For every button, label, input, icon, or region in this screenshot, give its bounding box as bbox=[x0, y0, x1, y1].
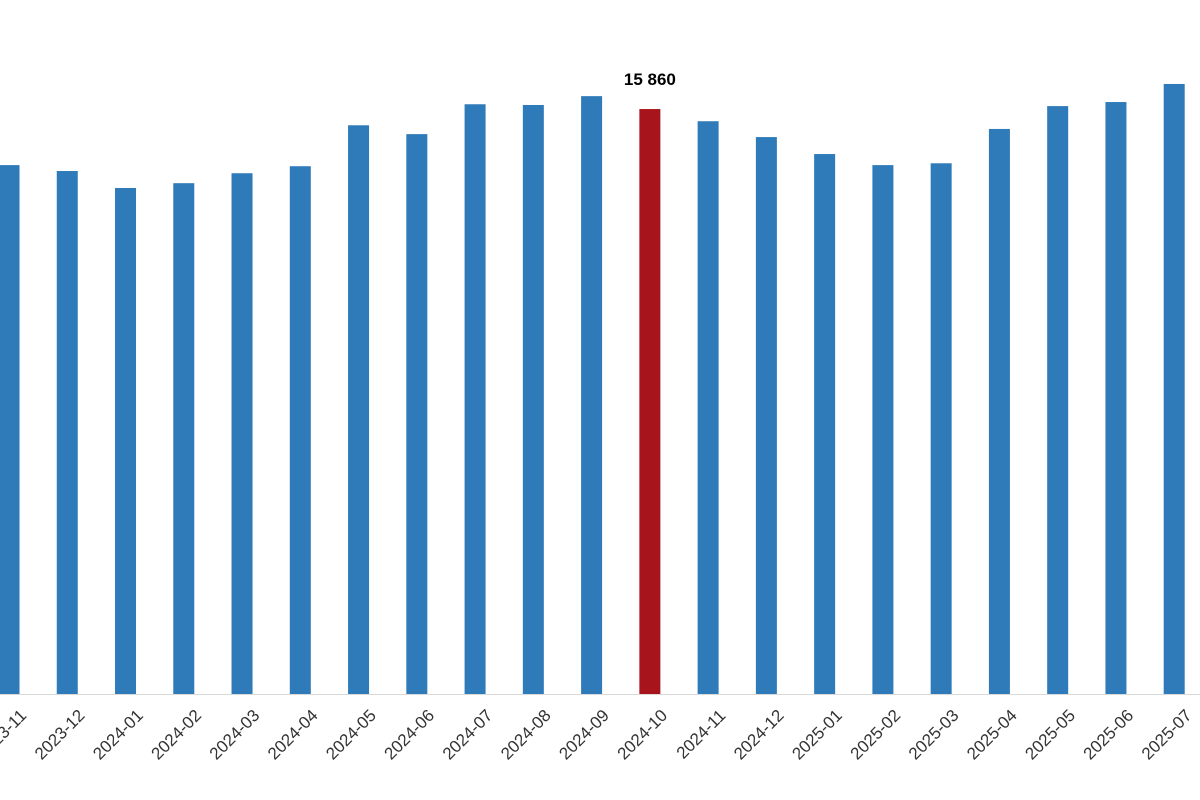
bar bbox=[522, 104, 544, 694]
x-tick-label: 2024-11 bbox=[673, 706, 730, 763]
bar bbox=[406, 134, 428, 695]
x-tick-label: 2025-07 bbox=[1138, 706, 1196, 764]
x-tick-label: 2025-01 bbox=[788, 706, 846, 764]
x-tick-label: 2024-10 bbox=[614, 706, 672, 764]
bar bbox=[872, 165, 894, 694]
x-tick-label: 2024-12 bbox=[730, 706, 788, 764]
bar bbox=[115, 187, 137, 694]
x-tick-label: 2024-02 bbox=[148, 706, 206, 764]
bar bbox=[697, 121, 719, 695]
bar bbox=[348, 125, 370, 695]
bar bbox=[1105, 102, 1127, 695]
bar bbox=[56, 171, 78, 694]
bar bbox=[988, 128, 1010, 695]
x-tick-label: 2024-08 bbox=[497, 706, 555, 764]
x-tick-label: 2025-08 bbox=[1196, 706, 1200, 764]
x-tick-label: 2025-02 bbox=[847, 706, 905, 764]
x-tick-label: 2023-11 bbox=[0, 706, 30, 763]
x-tick-label: 2023-12 bbox=[31, 706, 89, 764]
bar bbox=[755, 137, 777, 694]
bar bbox=[231, 173, 253, 694]
x-tick-label: 2025-03 bbox=[905, 706, 963, 764]
bar bbox=[639, 109, 661, 694]
bar bbox=[930, 163, 952, 694]
bar bbox=[0, 165, 20, 694]
x-tick-label: 2024-09 bbox=[555, 706, 613, 764]
x-tick-label: 2025-06 bbox=[1080, 706, 1138, 764]
bar bbox=[581, 96, 603, 694]
data-label: 15 860 bbox=[624, 70, 676, 89]
bar bbox=[1163, 83, 1185, 694]
bar bbox=[814, 154, 836, 694]
bar bbox=[1047, 106, 1069, 695]
bar bbox=[173, 183, 195, 694]
x-tick-label: 2024-06 bbox=[381, 706, 439, 764]
x-tick-label: 2024-01 bbox=[89, 706, 147, 764]
bar bbox=[464, 104, 486, 695]
x-tick-label: 2024-04 bbox=[264, 706, 322, 764]
x-tick-label: 2024-05 bbox=[322, 706, 380, 764]
x-tick-label: 2025-04 bbox=[963, 706, 1021, 764]
x-tick-label: 2024-03 bbox=[206, 706, 264, 764]
bar bbox=[289, 166, 311, 695]
x-tick-label: 2024-07 bbox=[439, 706, 497, 764]
x-tick-label: 2025-05 bbox=[1021, 706, 1079, 764]
